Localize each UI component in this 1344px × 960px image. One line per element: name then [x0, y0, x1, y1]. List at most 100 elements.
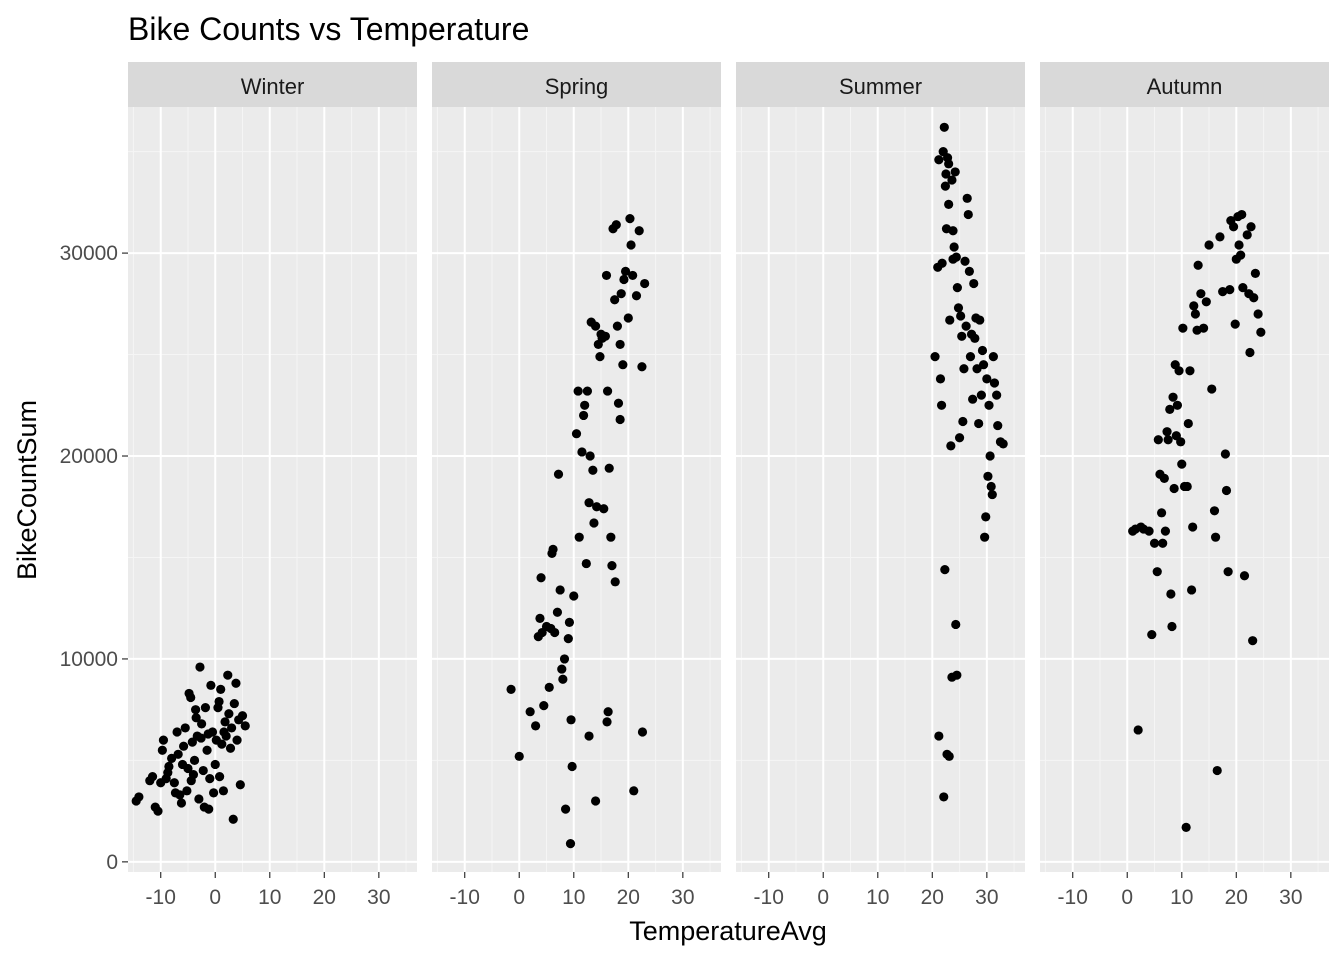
data-point [582, 386, 593, 396]
data-point [1198, 323, 1209, 333]
data-point [957, 331, 967, 341]
data-point [941, 169, 951, 179]
data-point [176, 798, 187, 808]
data-point [560, 804, 571, 814]
data-point [1220, 449, 1230, 459]
data-point [950, 167, 960, 177]
data-point [182, 786, 192, 796]
facet-panel-autumn: Autumn -10 0 10 20 30 [1040, 62, 1329, 909]
data-point [975, 315, 985, 325]
data-point [602, 717, 612, 727]
data-point [993, 420, 1003, 431]
data-point [217, 739, 227, 749]
data-point [548, 544, 558, 554]
data-point [1245, 347, 1255, 358]
data-point [240, 721, 250, 731]
data-point [936, 400, 947, 410]
x-tick-label: 30 [1279, 886, 1302, 909]
data-point [1237, 209, 1247, 220]
data-point [940, 181, 950, 191]
data-point [1169, 483, 1179, 494]
data-point [1174, 366, 1184, 376]
data-point [195, 662, 205, 672]
data-point [604, 463, 614, 473]
data-point [205, 774, 215, 784]
data-point [1166, 589, 1176, 599]
data-point [601, 270, 612, 281]
data-point [1218, 287, 1228, 297]
data-point [172, 727, 182, 737]
data-point [1189, 301, 1199, 311]
data-point [557, 664, 567, 674]
data-point [1168, 392, 1178, 402]
data-point [1236, 250, 1246, 260]
data-point [157, 745, 167, 755]
data-point [982, 374, 992, 384]
data-point [197, 719, 207, 729]
data-point [565, 838, 576, 849]
data-point [558, 674, 568, 684]
data-point [1238, 282, 1248, 293]
y-tick-label: 0 [106, 851, 118, 874]
data-point [584, 731, 594, 741]
data-point [992, 390, 1002, 400]
data-point [209, 788, 219, 798]
data-point [147, 772, 158, 782]
data-point [191, 705, 201, 715]
data-point [571, 429, 582, 439]
data-point [1149, 538, 1160, 548]
data-point [956, 311, 966, 321]
data-point [619, 274, 629, 285]
data-point [550, 627, 560, 638]
data-point [939, 122, 949, 132]
data-point [985, 451, 995, 461]
data-point [1160, 526, 1171, 536]
data-point [514, 751, 524, 761]
data-point [215, 772, 225, 782]
data-point [573, 386, 583, 396]
data-point [1207, 384, 1217, 394]
data-point [1193, 260, 1203, 270]
data-point [629, 786, 639, 796]
data-point [590, 796, 601, 806]
data-point [1239, 571, 1250, 581]
data-point [1253, 309, 1263, 319]
data-point [610, 577, 620, 587]
data-point [963, 209, 973, 220]
data-point [1221, 485, 1232, 496]
data-point [1172, 400, 1183, 410]
x-tick-label: 0 [209, 886, 221, 909]
data-point [1133, 725, 1143, 735]
x-tick-label: 30 [367, 886, 390, 909]
data-point [935, 374, 946, 384]
data-point [1176, 437, 1186, 447]
data-point [934, 155, 944, 165]
data-point [623, 313, 633, 323]
data-point [1230, 319, 1240, 329]
data-point [1228, 222, 1239, 232]
data-point [539, 701, 549, 711]
y-tick-label: 30000 [60, 242, 118, 265]
data-point [183, 763, 193, 774]
data-point [563, 634, 573, 644]
data-point [210, 759, 220, 770]
data-point [974, 418, 984, 429]
data-point [1248, 636, 1258, 646]
data-point [194, 794, 204, 804]
data-point [600, 331, 611, 341]
data-point [592, 502, 602, 512]
facet-strip-label: Summer [839, 74, 922, 99]
data-point [1234, 240, 1244, 250]
data-point [163, 767, 173, 778]
data-point [969, 278, 979, 289]
data-point [1209, 506, 1220, 516]
data-point [1212, 765, 1222, 776]
data-point [1162, 427, 1172, 437]
data-point [634, 226, 644, 236]
data-point [1147, 629, 1157, 640]
data-point [232, 735, 242, 745]
data-point [954, 433, 965, 443]
panel-background [432, 107, 721, 872]
data-point [1156, 508, 1167, 518]
data-point [976, 390, 986, 400]
